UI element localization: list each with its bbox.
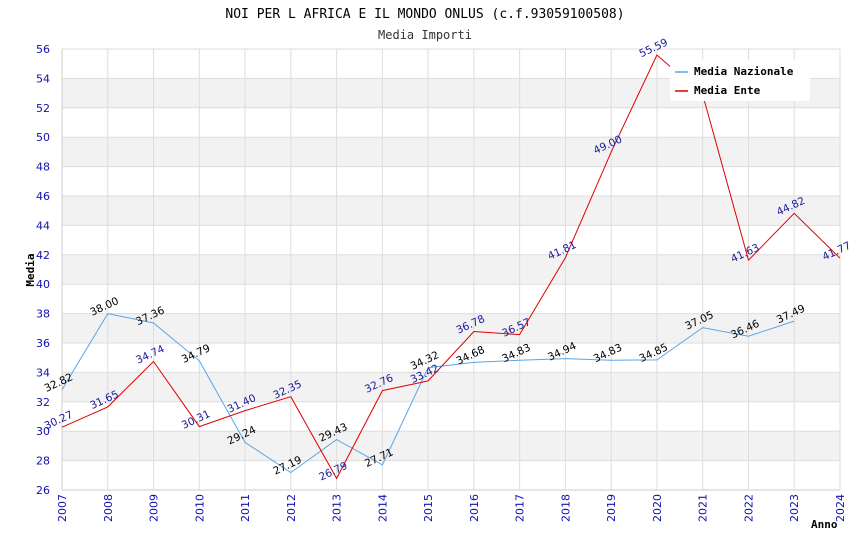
x-axis-label: Anno <box>811 518 838 531</box>
chart-title: NOI PER L AFRICA E IL MONDO ONLUS (c.f.9… <box>225 7 624 22</box>
x-tick-label: 2013 <box>331 494 344 522</box>
data-label: 26.79 <box>317 460 349 484</box>
y-tick-label: 38 <box>36 308 50 321</box>
y-tick-label: 34 <box>36 366 50 379</box>
series-line-media-nazionale <box>61 313 795 474</box>
grid-band <box>62 431 840 461</box>
chart-subtitle: Media Importi <box>378 28 472 42</box>
grid-band <box>62 254 840 285</box>
data-label: 34.83 <box>592 342 624 366</box>
x-tick-label: 2024 <box>834 494 847 522</box>
x-tick-label: 2011 <box>239 494 252 522</box>
x-tick-label: 2009 <box>148 494 161 522</box>
legend-label-media-nazionale: Media Nazionale <box>694 65 794 78</box>
y-tick-label: 54 <box>36 72 50 85</box>
x-tick-label: 2014 <box>376 494 389 522</box>
data-label: 34.79 <box>180 342 212 366</box>
series-lines <box>61 54 841 480</box>
grid-band <box>62 372 840 402</box>
y-tick-label: 50 <box>36 131 50 144</box>
x-tick-label: 2017 <box>514 494 527 522</box>
y-tick-label: 28 <box>36 455 50 468</box>
x-tick-label: 2021 <box>697 494 710 522</box>
x-tick-label: 2010 <box>193 494 206 522</box>
data-label: 34.83 <box>500 342 532 366</box>
y-tick-label: 40 <box>36 278 50 291</box>
y-tick-label: 52 <box>36 102 50 115</box>
grid-bands <box>62 78 840 461</box>
data-label: 34.85 <box>638 341 670 365</box>
x-tick-label: 2022 <box>742 494 755 522</box>
legend-box <box>670 60 810 101</box>
data-label: 30.31 <box>180 408 212 432</box>
y-tick-label: 30 <box>36 425 50 438</box>
y-tick-label: 32 <box>36 396 50 409</box>
grid-lines <box>61 48 841 491</box>
data-label: 55.59 <box>638 37 670 61</box>
data-label: 30.27 <box>43 409 75 433</box>
y-tick-label: 56 <box>36 43 50 56</box>
x-tick-label: 2015 <box>422 494 435 522</box>
y-tick-label: 48 <box>36 161 50 174</box>
x-tick-label: 2012 <box>285 494 298 522</box>
x-tick-label: 2008 <box>102 494 115 522</box>
x-tick-label: 2023 <box>788 494 801 522</box>
y-tick-label: 36 <box>36 337 50 350</box>
grid-band <box>62 137 840 167</box>
y-tick-label: 46 <box>36 190 50 203</box>
y-tick-label: 44 <box>36 219 50 232</box>
x-tick-label: 2020 <box>651 494 664 522</box>
x-tick-label: 2018 <box>559 494 572 522</box>
y-axis-ticks: 26 28 30 32 34 36 38 40 42 44 46 48 50 52 54 56 <box>36 43 50 497</box>
y-tick-label: 42 <box>36 249 50 262</box>
legend-label-media-ente: Media Ente <box>694 84 761 97</box>
series-line-media-ente <box>61 54 841 480</box>
y-tick-label: 26 <box>36 484 50 497</box>
data-label: 34.74 <box>134 343 167 367</box>
y-axis-label: Media <box>24 253 37 286</box>
grid-band <box>62 196 840 226</box>
legend: Media Nazionale Media Ente <box>670 60 810 101</box>
x-tick-label: 2016 <box>468 494 481 522</box>
x-tick-label: 2019 <box>605 494 618 522</box>
grid-band <box>62 313 840 343</box>
x-tick-label: 2007 <box>56 494 69 522</box>
x-axis-ticks: 2007 2008 2009 2010 2011 2012 2013 2014 2015 2016… <box>56 494 847 522</box>
